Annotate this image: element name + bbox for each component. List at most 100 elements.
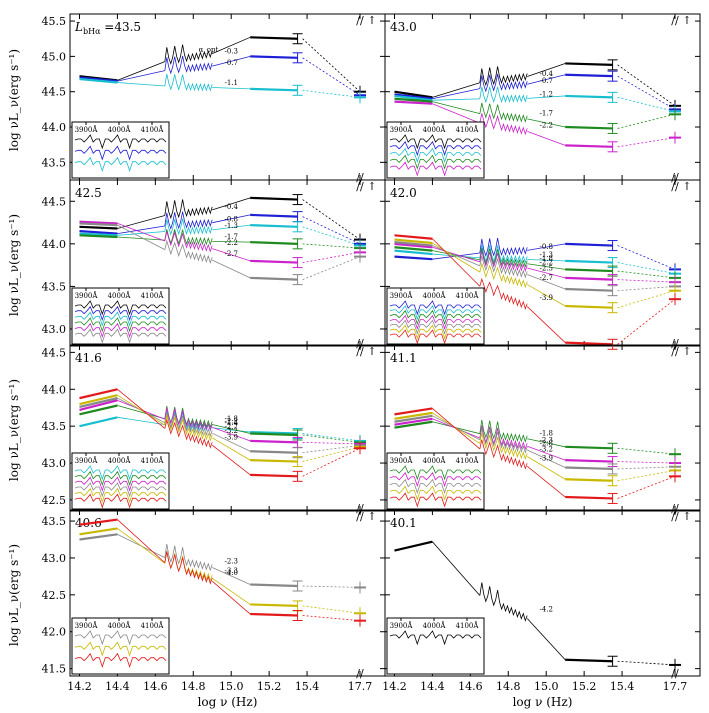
inset-spectrum <box>74 317 167 333</box>
optical-spectrum <box>479 113 528 136</box>
uv-segment <box>565 466 613 471</box>
series--1.8: -1.8 <box>394 419 681 461</box>
x-axis-label-right: log ν (Hz) <box>513 695 573 709</box>
ir-opt-connector <box>117 70 165 82</box>
ir-opt-connector <box>117 528 166 564</box>
ir-opt-connector <box>432 245 480 267</box>
optical-spectrum <box>479 277 528 310</box>
powerlaw-segment <box>212 248 251 262</box>
ir-segment <box>394 249 433 256</box>
powerlaw-segment <box>527 438 566 448</box>
y-tick-label: 43.5 <box>42 420 67 433</box>
xray-connector <box>617 290 676 309</box>
alpha-label: -2.2 <box>539 122 553 130</box>
series--4.2: -4.2 <box>394 540 681 671</box>
inset-spectrum <box>389 161 482 177</box>
panel-label: 41.1 <box>390 351 417 365</box>
axis-break-mark: // <box>671 345 679 358</box>
xray-connector <box>302 57 361 96</box>
powerlaw-segment <box>527 131 566 146</box>
optical-spectrum <box>479 102 528 123</box>
y-tick-label: 44.5 <box>42 86 67 99</box>
ir-segment <box>79 234 118 239</box>
ir-segment <box>394 411 433 420</box>
alpha-label: -3.2 <box>224 427 238 435</box>
panel-43.5: 43.544.044.545.045.5//↑//LbHα =43.5-0.3-… <box>42 13 386 184</box>
uv-segment <box>250 450 298 454</box>
series--2.7: -2.7 <box>79 222 366 286</box>
inset-label: 4100Å <box>141 125 165 134</box>
uv-segment <box>250 87 298 92</box>
ir-opt-connector <box>117 61 165 81</box>
ir-segment <box>79 527 118 536</box>
y-tick-label: 42.0 <box>42 626 67 639</box>
inset-spectrum <box>74 322 167 338</box>
xray-connector <box>302 615 361 622</box>
optical-spectrum <box>479 244 528 264</box>
optical-spectrum <box>479 86 528 104</box>
alpha-label: -1.7 <box>224 233 238 241</box>
xray-connector <box>617 466 676 470</box>
powerlaw-segment <box>527 118 566 128</box>
ir-segment <box>394 97 433 103</box>
inset-label: 3900Å <box>390 456 414 465</box>
powerlaw-segment <box>527 63 566 77</box>
up-arrow: ↑ <box>367 180 376 193</box>
inset-spectrum <box>74 652 167 668</box>
inset-label: 4000Å <box>423 125 447 134</box>
powerlaw-segment <box>212 437 251 461</box>
up-arrow: ↑ <box>367 510 376 523</box>
y-axis-label-2: log νL_ν(erg s⁻¹) <box>7 214 21 316</box>
xray-connector <box>617 279 676 283</box>
axis-break-mark: // <box>671 502 679 515</box>
inset: 3900Å 4000Å 4100Å <box>71 617 170 675</box>
ir-opt-connector <box>117 388 166 429</box>
inset-spectrum <box>389 147 482 163</box>
powerlaw-segment <box>527 243 566 251</box>
axis-break-mark: // <box>356 502 364 515</box>
series--2.7: -2.7 <box>394 238 681 314</box>
optical-spectrum <box>164 55 213 75</box>
ir-segment <box>394 241 433 247</box>
inset-spectrum <box>389 630 482 646</box>
ir-segment <box>394 93 433 100</box>
inset-spectrum <box>389 154 482 170</box>
series--1.7: -1.7 <box>394 97 681 134</box>
powerlaw-segment <box>212 241 251 243</box>
inset-spectrum <box>389 309 482 325</box>
powerlaw-segment <box>527 445 566 461</box>
xray-connector <box>302 199 361 240</box>
powerlaw-segment <box>526 306 566 343</box>
axis-break-mark: // <box>671 510 679 523</box>
powerlaw-segment <box>526 465 566 498</box>
powerlaw-segment <box>212 36 251 54</box>
optical-spectrum <box>164 199 213 220</box>
inset-label: 3900Å <box>390 291 414 300</box>
ir-segment <box>394 234 433 240</box>
panel-41.6: 42.543.043.544.044.5//↑//41.6-1.4-1.8-2.… <box>42 344 386 515</box>
uv-segment <box>565 259 613 264</box>
alpha-label: -3.3 <box>224 567 238 575</box>
axis-break-mark: // <box>356 171 364 184</box>
uv-segment <box>565 478 613 482</box>
xray-connector <box>302 38 361 92</box>
inset-label: 4100Å <box>456 125 480 134</box>
uv-segment <box>565 445 613 450</box>
y-axis-label-4: log νL_ν(erg s⁻¹) <box>7 544 21 646</box>
powerlaw-segment <box>211 580 251 615</box>
uv-segment <box>250 224 298 228</box>
ir-opt-connector <box>117 405 165 420</box>
panel-label: 42.0 <box>390 186 417 200</box>
alpha-label: -0.4 <box>539 70 553 78</box>
inset-label: 3900Å <box>390 621 414 630</box>
inset-label: 4100Å <box>141 456 165 465</box>
powerlaw-segment <box>212 259 251 279</box>
alpha-label: -0.7 <box>539 77 553 85</box>
inset-frame <box>386 617 485 675</box>
alpha-label: -0.7 <box>224 59 238 67</box>
series--3.3: -3.3 <box>79 527 366 620</box>
uv-segment <box>250 196 298 201</box>
powerlaw-segment <box>212 577 251 605</box>
